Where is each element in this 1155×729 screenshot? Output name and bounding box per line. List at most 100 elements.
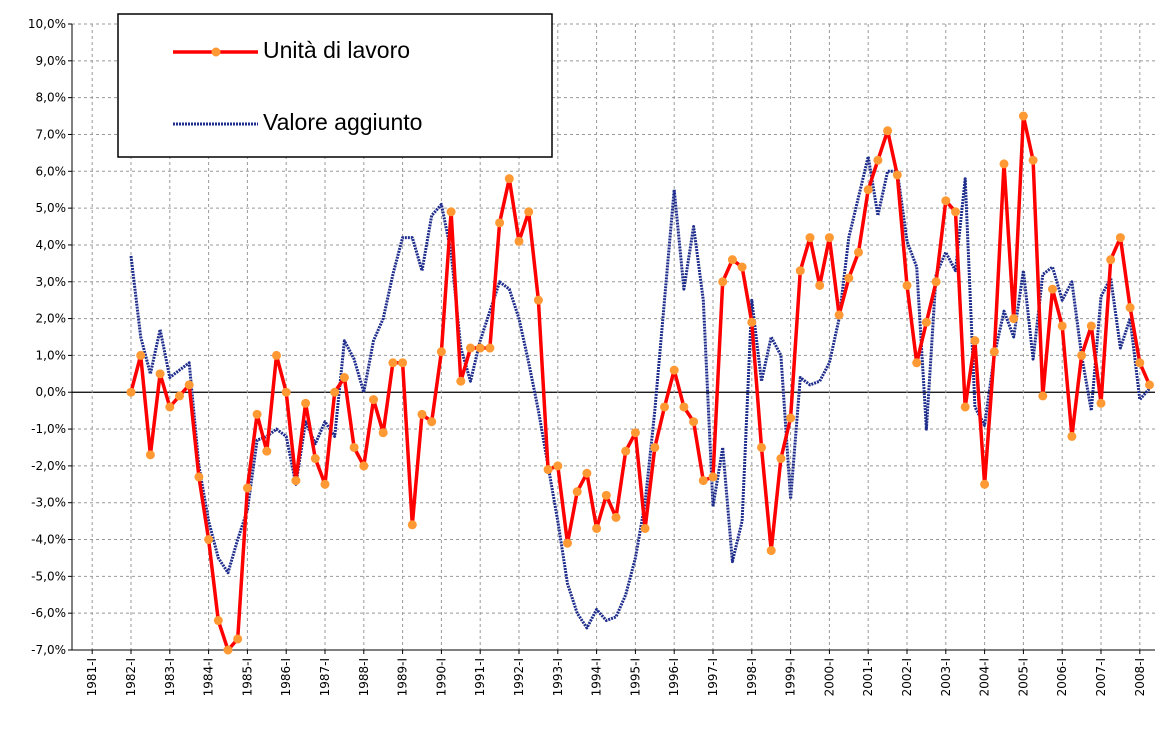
x-tick-label: 2001-I <box>861 658 875 696</box>
data-point <box>524 207 534 217</box>
data-point <box>795 266 805 276</box>
data-point <box>553 461 563 471</box>
data-point <box>601 490 611 500</box>
data-point <box>902 280 912 290</box>
data-point <box>262 446 272 456</box>
data-point <box>863 185 873 195</box>
data-point <box>650 442 660 452</box>
y-tick-label: 0,0% <box>36 385 67 399</box>
data-point <box>844 273 854 283</box>
data-point <box>592 523 602 533</box>
data-point <box>621 446 631 456</box>
data-point <box>281 387 291 397</box>
x-tick-label: 2008-I <box>1133 658 1147 696</box>
legend-label: Unità di lavoro <box>263 37 410 63</box>
data-point <box>999 159 1009 169</box>
data-point <box>427 417 437 427</box>
x-tick-label: 1984-I <box>202 658 216 696</box>
y-tick-label: 9,0% <box>36 54 67 68</box>
x-tick-label: 1998-I <box>745 658 759 696</box>
data-point <box>611 512 621 522</box>
y-tick-label: -7,0% <box>31 643 66 657</box>
data-point <box>1009 314 1019 324</box>
data-point <box>359 461 369 471</box>
data-point <box>669 365 679 375</box>
data-point <box>1067 431 1077 441</box>
data-point <box>291 476 301 486</box>
data-point <box>582 468 592 478</box>
y-tick-label: -2,0% <box>31 459 66 473</box>
data-point <box>330 387 340 397</box>
data-point <box>1145 380 1154 390</box>
y-tick-label: -6,0% <box>31 606 66 620</box>
x-tick-label: 1997-I <box>706 658 720 696</box>
data-point <box>572 487 582 497</box>
data-point <box>766 546 776 556</box>
data-point <box>727 255 737 265</box>
data-point <box>223 645 233 655</box>
data-point <box>1057 321 1067 331</box>
y-tick-label: 1,0% <box>36 348 67 362</box>
data-point <box>824 233 834 243</box>
data-point <box>1038 391 1048 401</box>
data-point <box>213 616 223 626</box>
y-tick-label: 6,0% <box>36 164 67 178</box>
data-point <box>495 218 505 228</box>
x-tick-label: 2003-I <box>939 658 953 696</box>
data-point <box>155 369 165 379</box>
x-tick-label: 1995-I <box>628 658 642 696</box>
data-point <box>1077 350 1087 360</box>
data-point <box>931 277 941 287</box>
data-point <box>136 350 146 360</box>
data-point <box>349 442 359 452</box>
data-point <box>272 350 281 360</box>
y-tick-label: 5,0% <box>36 201 67 215</box>
data-point <box>175 391 184 401</box>
x-tick-label: 1996-I <box>667 658 681 696</box>
data-point <box>563 538 572 548</box>
data-point <box>1135 358 1145 368</box>
data-point <box>883 126 893 136</box>
data-point <box>504 174 514 184</box>
y-tick-label: 7,0% <box>36 127 67 141</box>
data-point <box>378 428 388 438</box>
data-point <box>126 387 136 397</box>
x-tick-label: 1999-I <box>784 658 798 696</box>
y-tick-label: 10,0% <box>28 17 66 31</box>
legend <box>117 13 553 158</box>
data-point <box>698 476 708 486</box>
data-point <box>514 236 524 246</box>
data-point <box>1018 111 1028 121</box>
x-tick-label: 2000-I <box>822 658 836 696</box>
y-tick-label: -1,0% <box>31 422 66 436</box>
data-point <box>941 196 951 206</box>
x-tick-label: 2007-I <box>1094 658 1108 696</box>
data-point <box>485 343 495 353</box>
data-point <box>475 343 485 353</box>
data-point <box>921 317 931 327</box>
data-point <box>407 520 417 530</box>
data-point <box>776 454 786 464</box>
y-tick-label: -5,0% <box>31 569 66 583</box>
data-point <box>145 450 155 460</box>
x-tick-label: 1987-I <box>318 658 332 696</box>
data-point <box>233 634 243 644</box>
legend-label: Valore aggiunto <box>263 109 422 135</box>
data-point <box>912 358 922 368</box>
data-point <box>388 358 398 368</box>
data-point <box>242 483 252 493</box>
x-tick-label: 1986-I <box>279 658 293 696</box>
data-point <box>466 343 475 353</box>
y-tick-label: 8,0% <box>36 91 67 105</box>
grid: -7,0% -6,0% -5,0% -4,0% -3,0% -2,0% -1,0% 0,0% 1… <box>28 17 1155 696</box>
data-point <box>630 428 640 438</box>
data-point <box>834 310 844 320</box>
data-point <box>436 347 446 357</box>
data-point <box>204 535 214 545</box>
data-point <box>543 465 553 475</box>
data-point <box>1048 284 1057 294</box>
data-point <box>718 277 728 287</box>
data-point <box>873 155 883 165</box>
legend-box <box>117 13 553 158</box>
